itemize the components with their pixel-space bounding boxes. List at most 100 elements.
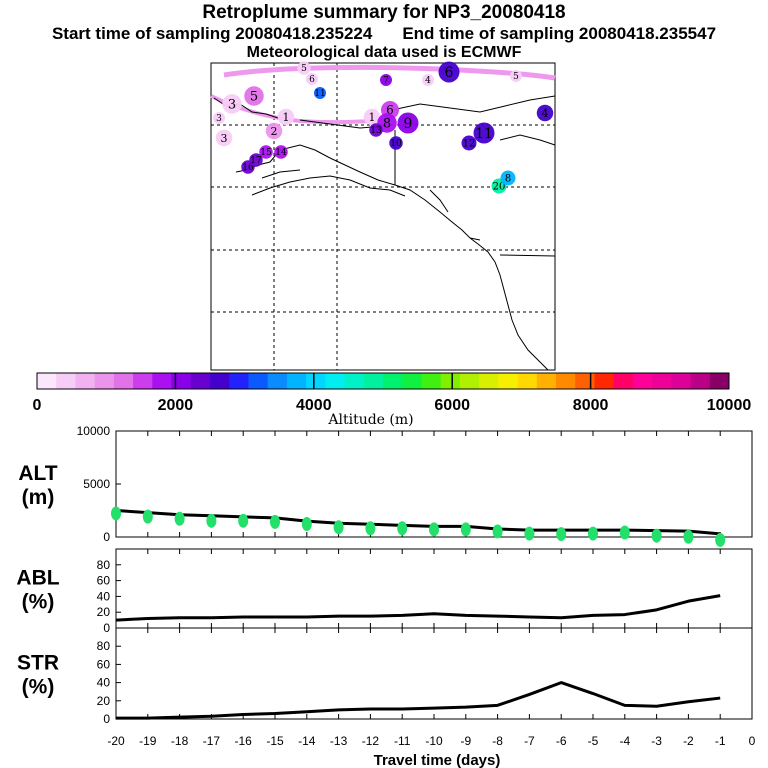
x-tick-label: 0 — [749, 734, 756, 748]
altitude-marker — [111, 506, 121, 521]
colorbar-swatch — [594, 373, 615, 389]
panel-unit: (%) — [22, 591, 55, 614]
map-plume-marker — [500, 170, 516, 186]
x-tick-label: -19 — [139, 734, 157, 748]
map-day-label: 1 — [369, 111, 376, 124]
map-day-label: 15 — [260, 148, 272, 158]
colorbar-tick-label: 6000 — [434, 397, 470, 414]
map-day-label: 8 — [505, 174, 511, 185]
colorbar-swatch — [37, 373, 57, 389]
colorbar-swatch — [556, 373, 576, 389]
map-day-label: 1 — [283, 111, 290, 124]
colorbar-swatch — [517, 373, 538, 389]
map-day-label: 5 — [301, 64, 307, 74]
colorbar-swatch — [709, 373, 730, 389]
map-day-label: 13 — [370, 126, 382, 136]
map-day-label: 2 — [271, 125, 278, 138]
x-tick-label: -8 — [492, 734, 503, 748]
colorbar-swatch — [152, 373, 173, 389]
x-tick-label: -6 — [556, 734, 567, 748]
y-tick-label: 60 — [97, 657, 111, 671]
x-tick-label: -12 — [362, 734, 380, 748]
chart-title: Retroplume summary for NP3_20080418 — [202, 2, 566, 23]
x-tick-label: -5 — [588, 734, 599, 748]
sampling-times: Start time of sampling 20080418.235224 En… — [0, 24, 768, 44]
map-plume-marker — [306, 73, 318, 85]
x-tick-label: -18 — [171, 734, 189, 748]
map-plume-marker — [389, 136, 403, 150]
map-plume-marker — [314, 87, 326, 99]
map-day-label: 14 — [275, 148, 287, 158]
map-day-label: 17 — [250, 156, 262, 166]
panel-title: ALT — [18, 462, 57, 485]
colorbar-swatch — [671, 373, 692, 389]
map-plume-marker — [369, 123, 383, 137]
series-line — [115, 594, 721, 622]
panel-title: ABL — [16, 567, 59, 590]
map-day-label: 7 — [383, 76, 389, 86]
colorbar-tick-label: 10000 — [707, 397, 752, 414]
map-plume-marker — [510, 70, 522, 82]
x-tick-label: -16 — [235, 734, 253, 748]
altitude-marker — [715, 532, 726, 547]
x-tick-label: -13 — [330, 734, 348, 748]
colorbar-swatch — [613, 373, 634, 389]
x-tick-label: -1 — [715, 734, 726, 748]
coastline — [213, 95, 556, 371]
colorbar-swatch — [652, 373, 672, 389]
colorbar-swatch — [229, 373, 249, 389]
map-day-label: 8 — [383, 117, 391, 132]
time-series-panels: 0500010000ALT(m)020406080ABL(%)020406080… — [16, 424, 755, 748]
y-tick-label: 20 — [97, 694, 111, 708]
x-axis-label: Travel time (days) — [374, 752, 501, 768]
map-plume-marker — [259, 145, 273, 159]
colorbar-tick-label: 4000 — [296, 397, 332, 414]
colorbar-swatch — [190, 373, 211, 389]
map-plume-marker — [222, 94, 242, 114]
altitude-marker — [365, 521, 376, 536]
x-tick-label: -2 — [683, 734, 694, 748]
map-plume-marker — [213, 112, 225, 124]
x-tick-label: -7 — [524, 734, 535, 748]
map-day-label: 3 — [216, 114, 222, 124]
y-tick-label: 80 — [97, 639, 111, 653]
colorbar-swatch — [536, 373, 557, 389]
map-plume-marker — [536, 104, 554, 122]
x-tick-label: -20 — [107, 734, 125, 748]
map-day-label: 20 — [493, 182, 506, 193]
map-day-label: 16 — [242, 163, 254, 173]
series-line — [115, 509, 721, 536]
x-tick-label: -17 — [203, 734, 221, 748]
map-day-label: 12 — [463, 139, 476, 150]
colorbar-swatch — [325, 373, 346, 389]
colorbar-swatch — [459, 373, 480, 389]
y-tick-label: 0 — [103, 621, 110, 635]
x-tick-label: -4 — [619, 734, 630, 748]
map-day-label: 6 — [309, 75, 315, 85]
panel-title: STR — [17, 652, 59, 675]
colorbar-swatch — [690, 373, 711, 389]
map-plume-marker — [249, 153, 263, 167]
colorbar-label: Altitude (m) — [327, 412, 413, 428]
colorbar-swatch — [344, 373, 365, 389]
colorbar-tick-label: 0 — [33, 397, 42, 414]
map-day-label: 11 — [314, 89, 325, 99]
map-plume-marker — [473, 122, 495, 144]
altitude-marker — [588, 526, 598, 541]
x-tick-label: -10 — [425, 734, 443, 748]
altitude-marker — [460, 522, 471, 537]
altitude-marker — [206, 513, 217, 528]
colorbar-swatch — [113, 373, 134, 389]
y-tick-label: 0 — [103, 712, 110, 726]
colorbar-swatch — [75, 373, 96, 389]
map-plume-marker — [297, 61, 311, 75]
x-tick-label: -15 — [266, 734, 284, 748]
y-tick-label: 20 — [97, 605, 111, 619]
map-plume-marker — [461, 135, 477, 151]
map-day-label: 6 — [445, 65, 454, 81]
x-tick-label: -11 — [394, 734, 411, 748]
colorbar-ticks: 0 2000 4000 6000 8000 10000 — [33, 373, 752, 414]
x-tick-label: -14 — [298, 734, 316, 748]
